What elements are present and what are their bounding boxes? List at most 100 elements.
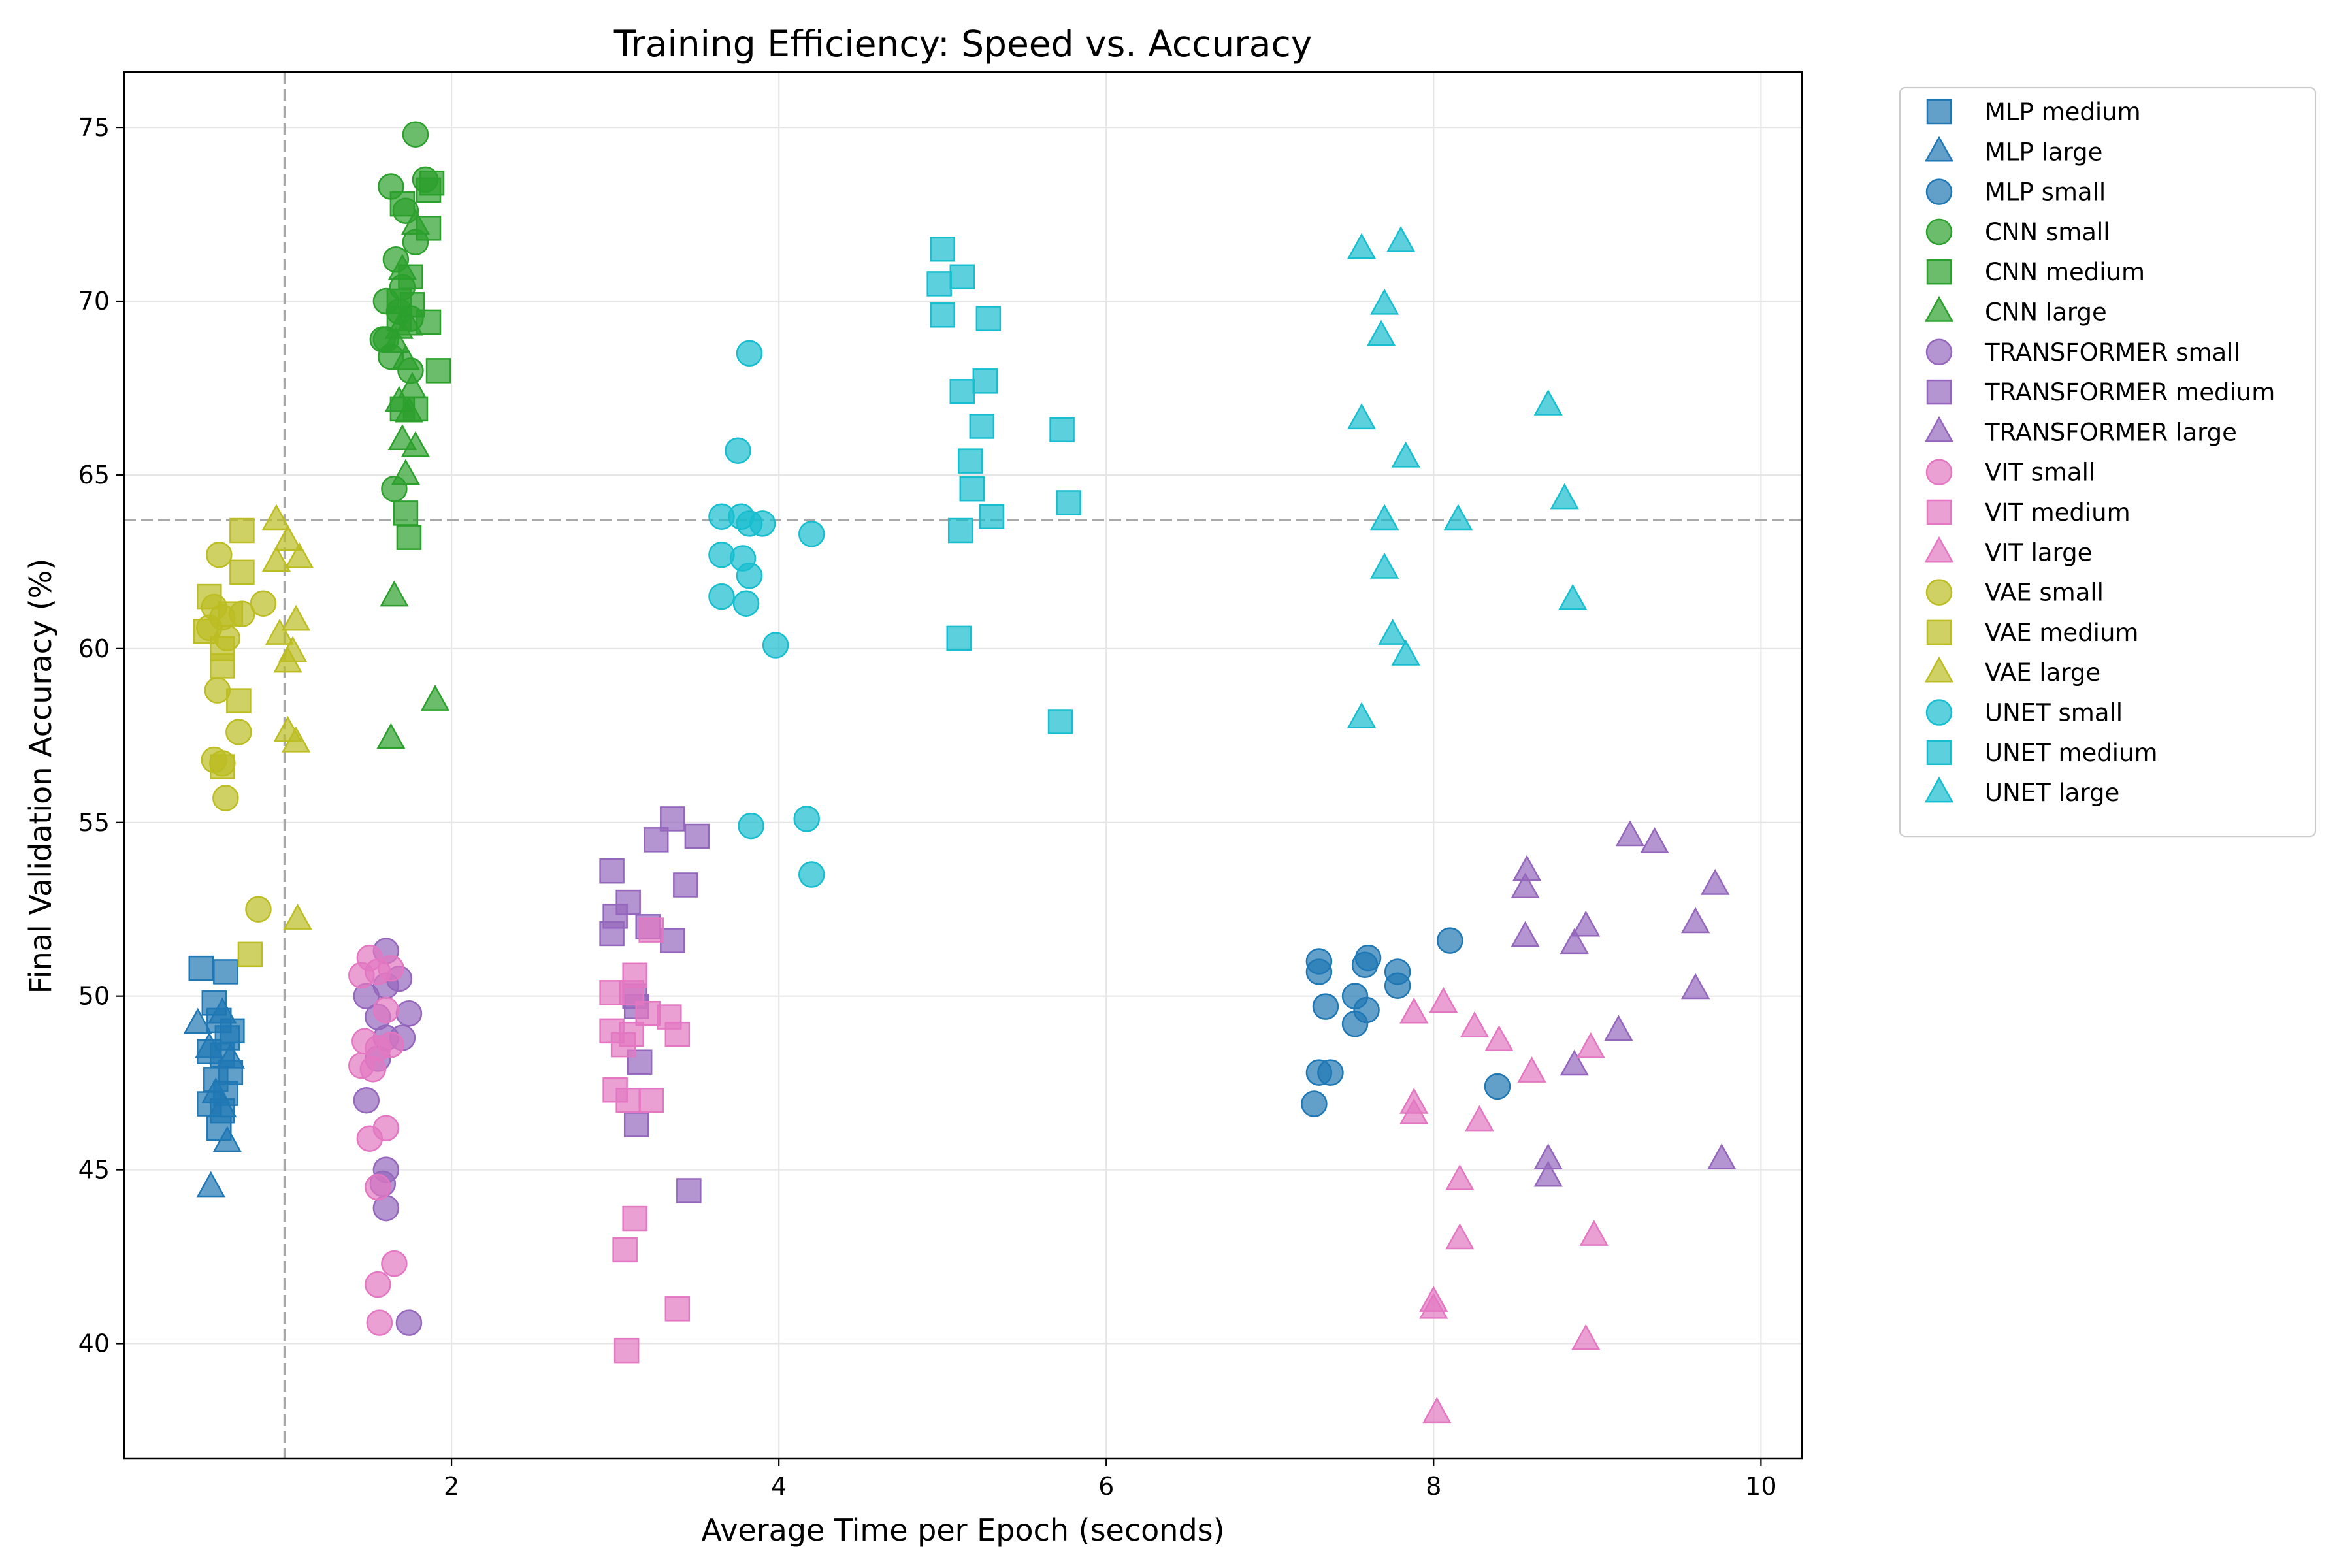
data-point — [1347, 702, 1377, 728]
data-point — [1305, 958, 1333, 985]
data-point — [1391, 639, 1420, 666]
data-point — [214, 1025, 240, 1051]
data-point — [1576, 1032, 1605, 1058]
data-point — [798, 521, 825, 547]
data-point — [708, 583, 735, 610]
data-point — [979, 504, 1005, 529]
series-vit-large — [1399, 987, 1609, 1424]
series-unet-large — [1347, 226, 1588, 728]
data-point — [1366, 319, 1396, 346]
data-point — [1465, 1105, 1494, 1132]
legend-item: CNN small — [1925, 218, 2110, 246]
data-point — [635, 1001, 661, 1026]
data-point — [1640, 827, 1669, 853]
data-point — [402, 121, 429, 148]
data-point — [660, 806, 685, 832]
data-point — [673, 872, 698, 898]
legend-marker — [1926, 259, 1952, 285]
data-point — [1484, 1073, 1511, 1100]
legend-marker — [1924, 656, 1954, 683]
data-point — [1351, 951, 1379, 979]
series-cnn-large — [376, 208, 450, 749]
data-point — [959, 476, 985, 502]
series-vae-medium — [193, 517, 263, 968]
data-point — [376, 723, 406, 749]
data-point — [1437, 927, 1463, 954]
data-point — [1550, 483, 1579, 510]
data-point — [387, 253, 417, 280]
y-tick-label: 65 — [78, 461, 110, 489]
legend-marker — [1926, 740, 1952, 766]
data-point — [610, 1032, 636, 1058]
data-point — [1419, 1292, 1448, 1319]
legend-item: MLP medium — [1926, 98, 2141, 126]
data-point — [281, 604, 311, 631]
legend-marker — [1926, 99, 1952, 125]
series-vit-small — [348, 944, 408, 1336]
data-point — [1558, 583, 1588, 610]
data-point — [396, 525, 422, 550]
data-point — [612, 1237, 638, 1263]
data-point — [365, 1271, 391, 1298]
data-point — [1317, 1059, 1344, 1086]
x-tick-label: 4 — [771, 1472, 787, 1501]
legend-item: CNN large — [1924, 295, 2107, 327]
data-point — [225, 719, 252, 745]
data-point — [1445, 1164, 1475, 1190]
x-axis-label: Average Time per Epoch (seconds) — [701, 1512, 1224, 1548]
data-point — [1517, 1056, 1546, 1083]
data-point — [210, 754, 235, 779]
data-point — [664, 1296, 691, 1322]
data-point — [213, 959, 238, 985]
data-point — [1681, 907, 1710, 934]
data-point — [281, 726, 311, 753]
data-point — [1047, 709, 1073, 734]
series-mlp-large — [183, 997, 245, 1198]
data-point — [1560, 928, 1589, 955]
data-point — [365, 1173, 391, 1201]
legend-label: TRANSFORMER small — [1984, 338, 2240, 367]
series-unet-small — [708, 340, 825, 888]
data-point — [420, 685, 450, 711]
data-point — [261, 504, 291, 531]
data-point — [1533, 1160, 1563, 1187]
data-point — [206, 541, 233, 568]
data-point — [384, 312, 414, 339]
legend-item: TRANSFORMER medium — [1926, 378, 2275, 406]
data-point — [619, 980, 644, 1005]
y-tick-label: 75 — [78, 113, 110, 142]
data-point — [1312, 993, 1339, 1020]
data-point — [425, 358, 451, 384]
legend-label: MLP small — [1985, 178, 2106, 206]
y-tick-label: 40 — [78, 1329, 110, 1358]
data-point — [1384, 972, 1411, 999]
data-point — [188, 955, 214, 981]
y-axis-label: Final Validation Accuracy (%) — [23, 559, 58, 994]
data-point — [400, 208, 431, 235]
y-tick-label: 45 — [78, 1156, 110, 1184]
data-point — [393, 500, 419, 526]
data-point — [1560, 1049, 1589, 1076]
data-point — [1422, 1397, 1452, 1424]
data-point — [261, 546, 291, 572]
data-point — [397, 372, 427, 399]
legend-item: VAE small — [1925, 579, 2104, 607]
data-point — [366, 1309, 393, 1336]
legend-item: VAE large — [1924, 656, 2100, 687]
data-point — [284, 542, 314, 568]
data-point — [1386, 226, 1416, 252]
series-vae-large — [261, 504, 314, 930]
data-point — [1511, 921, 1540, 947]
legend-label: VAE large — [1985, 659, 2100, 687]
data-point — [283, 904, 312, 930]
data-point — [926, 271, 952, 297]
legend-label: CNN large — [1985, 299, 2107, 327]
data-point — [245, 896, 272, 923]
data-point — [1378, 618, 1407, 645]
series-unet-medium — [926, 236, 1081, 734]
data-point — [395, 1309, 423, 1336]
legend-marker — [1926, 499, 1952, 525]
data-point — [356, 1125, 384, 1152]
data-point — [969, 414, 995, 439]
data-point — [736, 340, 763, 367]
